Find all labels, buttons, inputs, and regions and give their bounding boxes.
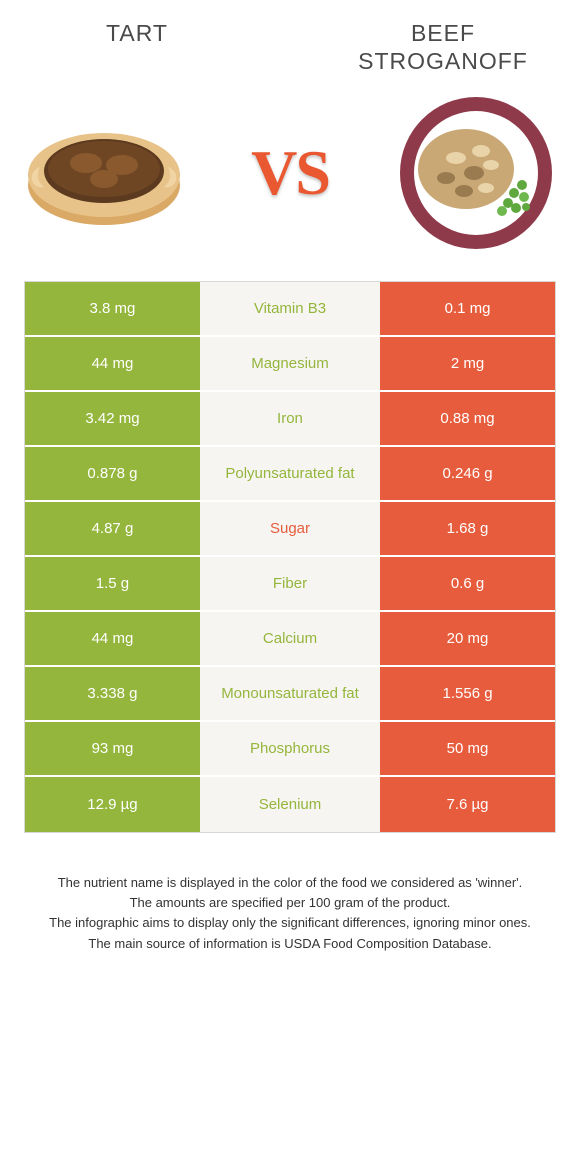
table-row: 44 mgMagnesium2 mg [25, 337, 555, 392]
right-value: 0.88 mg [380, 392, 555, 445]
table-row: 0.878 gPolyunsaturated fat0.246 g [25, 447, 555, 502]
footer-line: The infographic aims to display only the… [34, 913, 546, 933]
right-value: 7.6 µg [380, 777, 555, 832]
nutrient-label: Phosphorus [200, 722, 380, 775]
table-row: 3.8 mgVitamin B30.1 mg [25, 282, 555, 337]
table-row: 1.5 gFiber0.6 g [25, 557, 555, 612]
right-food-image [396, 93, 556, 253]
left-value: 44 mg [25, 612, 200, 665]
right-value: 1.68 g [380, 502, 555, 555]
right-value: 1.556 g [380, 667, 555, 720]
stroganoff-icon [396, 93, 556, 253]
vs-label: VS [251, 136, 329, 210]
left-value: 44 mg [25, 337, 200, 390]
tart-icon [24, 93, 184, 253]
table-row: 4.87 gSugar1.68 g [25, 502, 555, 557]
nutrient-label: Fiber [200, 557, 380, 610]
right-food-title: Beef Stroganoff [330, 20, 556, 75]
nutrient-label: Iron [200, 392, 380, 445]
footer-notes: The nutrient name is displayed in the co… [24, 873, 556, 954]
footer-line: The amounts are specified per 100 gram o… [34, 893, 546, 913]
right-value: 20 mg [380, 612, 555, 665]
left-value: 0.878 g [25, 447, 200, 500]
left-food-title: Tart [24, 20, 250, 47]
infographic-container: Tart Beef Stroganoff VS [0, 0, 580, 974]
table-row: 3.42 mgIron0.88 mg [25, 392, 555, 447]
images-row: VS [24, 93, 556, 253]
nutrient-table: 3.8 mgVitamin B30.1 mg44 mgMagnesium2 mg… [24, 281, 556, 833]
right-value: 0.6 g [380, 557, 555, 610]
right-value: 0.1 mg [380, 282, 555, 335]
nutrient-label: Magnesium [200, 337, 380, 390]
left-value: 93 mg [25, 722, 200, 775]
table-row: 3.338 gMonounsaturated fat1.556 g [25, 667, 555, 722]
left-value: 3.8 mg [25, 282, 200, 335]
nutrient-label: Sugar [200, 502, 380, 555]
table-row: 44 mgCalcium20 mg [25, 612, 555, 667]
nutrient-label: Polyunsaturated fat [200, 447, 380, 500]
left-food-image [24, 93, 184, 253]
left-value: 3.42 mg [25, 392, 200, 445]
table-row: 12.9 µgSelenium7.6 µg [25, 777, 555, 832]
nutrient-label: Monounsaturated fat [200, 667, 380, 720]
table-row: 93 mgPhosphorus50 mg [25, 722, 555, 777]
titles-row: Tart Beef Stroganoff [24, 20, 556, 75]
footer-line: The nutrient name is displayed in the co… [34, 873, 546, 893]
right-value: 0.246 g [380, 447, 555, 500]
right-value: 50 mg [380, 722, 555, 775]
right-value: 2 mg [380, 337, 555, 390]
left-value: 3.338 g [25, 667, 200, 720]
nutrient-label: Vitamin B3 [200, 282, 380, 335]
left-value: 1.5 g [25, 557, 200, 610]
footer-line: The main source of information is USDA F… [34, 934, 546, 954]
left-value: 4.87 g [25, 502, 200, 555]
nutrient-label: Calcium [200, 612, 380, 665]
nutrient-label: Selenium [200, 777, 380, 832]
left-value: 12.9 µg [25, 777, 200, 832]
